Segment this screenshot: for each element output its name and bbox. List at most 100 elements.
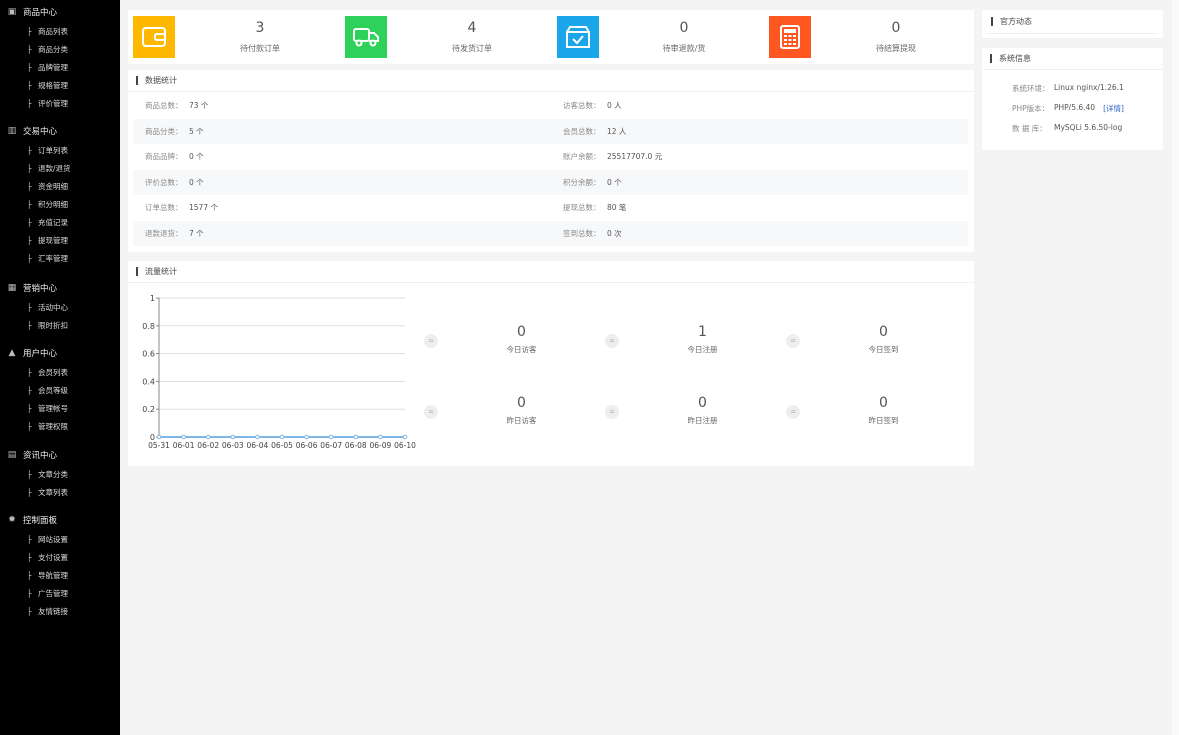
stat-cell: 退款退货： 7 个 xyxy=(145,228,204,239)
data-point xyxy=(402,434,408,440)
stats-row: 商品品牌： 0 个 账户余额： 25517707.0 元 xyxy=(133,144,968,170)
sidebar-section-header[interactable]: ▥ 交易中心 xyxy=(0,123,120,139)
system-info-row: 系统环境： Linux nginx/1.26.1 xyxy=(1012,83,1124,94)
x-tick-label: 06-10 xyxy=(394,441,416,450)
document-icon: ▤ xyxy=(7,450,17,460)
traffic-stat: = 0 昨日签到 xyxy=(786,395,967,435)
tree-branch-icon: ├ xyxy=(27,552,32,562)
sidebar-item[interactable]: ├ 管理帐号 xyxy=(0,399,120,417)
stat-cell: 提现总数： 80 笔 xyxy=(563,202,626,213)
pending-stat[interactable]: 3 待付款订单 xyxy=(133,16,345,58)
stat-val: 0 个 xyxy=(189,177,204,187)
details-link[interactable]: [详情] xyxy=(1103,104,1124,113)
sidebar-item[interactable]: ├ 汇率管理 xyxy=(0,249,120,267)
info-value: Linux nginx/1.26.1 xyxy=(1054,83,1124,92)
pending-stat[interactable]: 0 待审退款/货 xyxy=(557,16,769,58)
info-key: 数 据 库： xyxy=(1012,124,1047,133)
sidebar-item[interactable]: ├ 资金明细 xyxy=(0,177,120,195)
stat-key: 签到总数： xyxy=(563,228,601,238)
stat-value: 4 xyxy=(467,20,477,36)
sidebar-section-header[interactable]: ▣ 商品中心 xyxy=(0,4,120,20)
tree-branch-icon: ├ xyxy=(27,570,32,580)
data-point xyxy=(304,434,309,440)
sidebar-item-label: 商品列表 xyxy=(38,26,68,36)
stat-key: 访客总数： xyxy=(563,101,601,111)
sidebar-section-title: 资讯中心 xyxy=(23,451,58,461)
stat-key: 积分余额： xyxy=(563,177,601,187)
sidebar-item[interactable]: ├ 品牌管理 xyxy=(0,58,120,76)
sidebar-item[interactable]: ├ 商品列表 xyxy=(0,22,120,40)
traffic-value: 0 xyxy=(517,324,526,340)
sidebar-item[interactable]: ├ 商品分类 xyxy=(0,40,120,58)
sidebar-item[interactable]: ├ 限时折扣 xyxy=(0,316,120,334)
sidebar: ▣ 商品中心 ├ 商品列表 ├ 商品分类 ├ 品牌管理 ├ 规格管理 ├ 评价管理 ▥ 交易中心 ├ 订单列表… xyxy=(0,0,120,735)
bar-chart-icon: ▥ xyxy=(7,126,17,136)
sidebar-section-header[interactable]: ▲ 用户中心 xyxy=(0,345,120,361)
stat-val: 0 人 xyxy=(607,101,622,111)
system-info-title: 系统信息 xyxy=(982,48,1163,70)
equal-icon: = xyxy=(605,334,619,348)
sidebar-item[interactable]: ├ 规格管理 xyxy=(0,76,120,94)
sidebar-item[interactable]: ├ 会员等级 xyxy=(0,381,120,399)
x-tick-label: 06-02 xyxy=(197,441,219,450)
pending-stat[interactable]: 0 待结算提现 xyxy=(769,16,981,58)
stat-val: 5 个 xyxy=(189,126,204,136)
shop-icon: ▣ xyxy=(7,7,17,17)
traffic-value: 0 xyxy=(698,395,707,411)
traffic-stat: = 0 今日访客 xyxy=(424,324,605,364)
traffic-label: 昨日注册 xyxy=(687,416,718,425)
sidebar-item[interactable]: ├ 活动中心 xyxy=(0,298,120,316)
tree-branch-icon: ├ xyxy=(27,217,32,227)
y-tick-label: 0.2 xyxy=(142,405,155,414)
sidebar-item[interactable]: ├ 充值记录 xyxy=(0,213,120,231)
stat-label: 待审退款/货 xyxy=(662,44,706,53)
data-point xyxy=(328,434,334,440)
sidebar-item[interactable]: ├ 评价管理 xyxy=(0,94,120,112)
sidebar-item-label: 限时折扣 xyxy=(38,320,68,330)
sidebar-section-header[interactable]: ✹ 控制面板 xyxy=(0,512,120,528)
sidebar-item[interactable]: ├ 提现管理 xyxy=(0,231,120,249)
y-tick-label: 0.6 xyxy=(142,350,155,359)
sidebar-item[interactable]: ├ 积分明细 xyxy=(0,195,120,213)
wallet-icon xyxy=(133,16,175,58)
sidebar-item[interactable]: ├ 订单列表 xyxy=(0,141,120,159)
sidebar-item[interactable]: ├ 退款/退货 xyxy=(0,159,120,177)
equal-icon: = xyxy=(786,405,800,419)
sidebar-section-header[interactable]: ▦ 营销中心 xyxy=(0,280,120,296)
traffic-stat: = 0 昨日访客 xyxy=(424,395,605,435)
sidebar-item[interactable]: ├ 导航管理 xyxy=(0,566,120,584)
marketing-icon: ▦ xyxy=(7,283,17,293)
sidebar-item-label: 导航管理 xyxy=(38,570,68,580)
pending-stat[interactable]: 4 待发货订单 xyxy=(345,16,557,58)
sidebar-item[interactable]: ├ 网站设置 xyxy=(0,530,120,548)
sidebar-item-label: 退款/退货 xyxy=(38,163,71,173)
tree-branch-icon: ├ xyxy=(27,606,32,616)
stat-cell: 会员总数： 12 人 xyxy=(563,126,626,137)
tree-branch-icon: ├ xyxy=(27,163,32,173)
tree-branch-icon: ├ xyxy=(27,302,32,312)
traffic-stat: = 0 今日签到 xyxy=(786,324,967,364)
x-tick-label: 06-04 xyxy=(247,441,269,450)
sidebar-item[interactable]: ├ 支付设置 xyxy=(0,548,120,566)
x-tick-label: 06-05 xyxy=(271,441,293,450)
sidebar-item[interactable]: ├ 广告管理 xyxy=(0,584,120,602)
sidebar-section-header[interactable]: ▤ 资讯中心 xyxy=(0,447,120,463)
sidebar-item[interactable]: ├ 文章分类 xyxy=(0,465,120,483)
tree-branch-icon: ├ xyxy=(27,235,32,245)
sidebar-item-label: 订单列表 xyxy=(38,145,68,155)
stats-row: 评价总数： 0 个积分余额： 0 个 xyxy=(133,169,968,195)
traffic-label: 今日访客 xyxy=(506,345,537,354)
sidebar-item-label: 提现管理 xyxy=(38,235,68,245)
sidebar-item[interactable]: ├ 管理权限 xyxy=(0,417,120,435)
scrollbar[interactable] xyxy=(1172,0,1179,735)
sidebar-item-label: 管理权限 xyxy=(38,421,68,431)
stat-cell: 访客总数： 0 人 xyxy=(563,100,622,111)
sidebar-item[interactable]: ├ 文章列表 xyxy=(0,483,120,501)
sidebar-item[interactable]: ├ 会员列表 xyxy=(0,363,120,381)
sidebar-item-label: 规格管理 xyxy=(38,80,68,90)
equal-icon: = xyxy=(786,334,800,348)
data-point xyxy=(230,434,236,440)
sidebar-section-title: 控制面板 xyxy=(23,516,58,526)
sidebar-section-title: 营销中心 xyxy=(23,284,58,294)
sidebar-item[interactable]: ├ 友情链接 xyxy=(0,602,120,620)
